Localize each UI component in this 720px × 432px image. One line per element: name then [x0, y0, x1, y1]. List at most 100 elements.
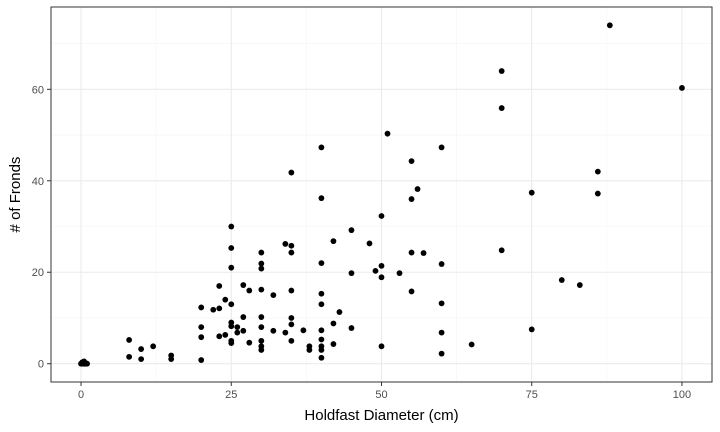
data-point	[408, 249, 415, 256]
major-gridlines	[51, 7, 712, 382]
data-point	[126, 337, 133, 343]
data-point	[288, 249, 295, 256]
data-point	[234, 329, 241, 336]
data-point	[168, 356, 175, 363]
data-point	[258, 337, 265, 344]
data-point	[594, 190, 601, 197]
data-point	[258, 347, 265, 353]
data-point	[198, 357, 205, 363]
data-point	[468, 341, 475, 348]
data-point	[216, 283, 223, 289]
data-point	[318, 327, 325, 334]
data-point	[408, 158, 415, 165]
data-point	[378, 343, 385, 350]
data-point	[558, 277, 565, 283]
data-point	[228, 245, 235, 251]
data-point	[372, 267, 379, 274]
data-point	[679, 85, 685, 91]
data-point	[408, 288, 415, 295]
data-point	[138, 346, 145, 352]
data-point	[198, 324, 205, 331]
data-point	[216, 333, 223, 340]
data-point	[414, 186, 421, 192]
data-point	[228, 340, 235, 347]
data-point	[606, 22, 613, 29]
data-point	[228, 301, 235, 308]
data-point	[246, 339, 253, 346]
x-axis-title: Holdfast Diameter (cm)	[304, 407, 458, 424]
data-point	[318, 260, 325, 266]
data-point	[246, 287, 253, 294]
data-point	[228, 264, 235, 271]
data-point	[81, 360, 88, 367]
data-point	[222, 296, 229, 303]
data-point	[138, 356, 145, 363]
data-point	[318, 195, 325, 202]
data-point	[288, 321, 295, 328]
data-point	[300, 327, 307, 334]
data-point	[258, 249, 265, 256]
data-point	[126, 353, 133, 360]
data-point	[528, 189, 535, 196]
data-point	[198, 334, 205, 341]
data-point	[282, 240, 289, 247]
data-point	[258, 314, 265, 320]
y-tick-label: 60	[32, 84, 44, 96]
data-point	[198, 304, 205, 311]
data-point	[288, 169, 295, 176]
data-point	[336, 309, 343, 315]
data-point	[396, 270, 403, 277]
data-point	[420, 250, 427, 256]
data-point	[282, 329, 289, 336]
data-point	[288, 242, 295, 249]
data-point	[210, 306, 217, 313]
data-point	[348, 270, 355, 277]
data-point	[288, 315, 295, 321]
data-point	[150, 343, 157, 350]
data-point	[348, 325, 355, 331]
data-point	[438, 329, 445, 336]
x-tick-label: 25	[225, 389, 237, 401]
data-point	[330, 320, 337, 327]
data-point	[240, 314, 247, 320]
data-point	[228, 223, 235, 230]
data-point	[438, 261, 445, 267]
data-point	[270, 292, 277, 299]
data-point	[438, 350, 445, 357]
data-point	[270, 327, 277, 334]
data-point	[528, 326, 535, 333]
y-tick-label: 20	[32, 267, 44, 279]
data-point	[498, 68, 505, 74]
data-point	[318, 301, 325, 308]
data-point	[378, 262, 385, 269]
y-axis-title: # of Fronds	[7, 157, 24, 233]
x-tick-label: 50	[375, 389, 387, 401]
data-point	[318, 144, 325, 151]
data-point	[288, 287, 295, 294]
data-point	[222, 331, 229, 338]
x-tick-label: 100	[673, 389, 691, 401]
data-point	[318, 290, 325, 297]
y-axis-ticks: 0 20 40 60	[32, 84, 51, 371]
data-point	[348, 227, 355, 234]
data-point	[258, 265, 265, 272]
data-point	[216, 305, 223, 312]
data-point	[318, 354, 325, 361]
data-point	[330, 238, 337, 245]
x-axis-ticks: 0 25 50 75 100	[78, 382, 691, 401]
data-point	[438, 144, 445, 151]
data-point	[366, 240, 373, 247]
data-point	[240, 282, 247, 288]
data-point	[288, 337, 295, 344]
x-tick-label: 75	[526, 389, 538, 401]
data-point	[438, 300, 445, 307]
x-tick-label: 0	[78, 389, 84, 401]
y-tick-label: 40	[32, 176, 44, 188]
data-point	[258, 324, 265, 331]
y-tick-label: 0	[38, 359, 44, 371]
data-point	[306, 347, 313, 353]
data-point	[234, 324, 241, 331]
data-point	[576, 282, 583, 288]
data-point	[498, 105, 505, 111]
data-point	[228, 323, 235, 330]
